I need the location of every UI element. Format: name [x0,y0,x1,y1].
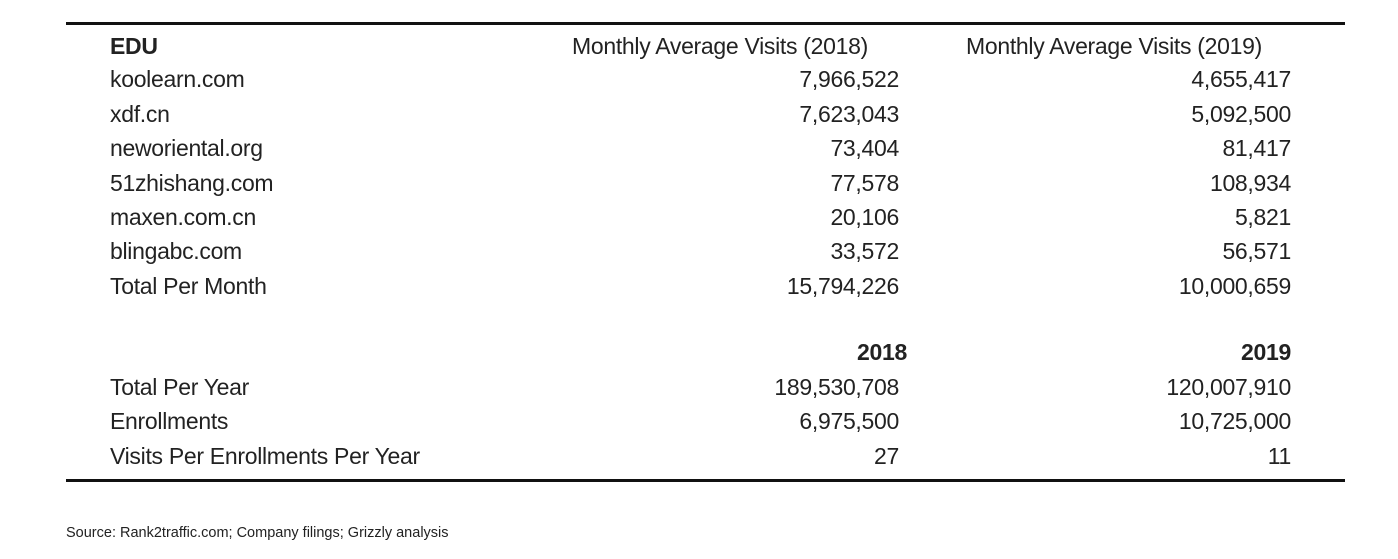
table-row: xdf.cn 7,623,043 5,092,500 [0,97,1398,131]
row-label: 51zhishang.com [110,170,274,196]
table-row: Total Per Month 15,794,226 10,000,659 [0,269,1398,303]
table-row: maxen.com.cn 20,106 5,821 [0,200,1398,234]
row-label: Total Per Month [110,273,267,299]
top-rule [66,22,1345,25]
value-2018: 73,404 [830,135,899,161]
value-2018: 15,794,226 [786,273,899,299]
table-row: blingabc.com 33,572 56,571 [0,234,1398,268]
header-2019: Monthly Average Visits (2019) [965,33,1262,59]
value-2019: 5,821 [1234,204,1291,230]
row-label: maxen.com.cn [110,204,256,230]
year-2018: 2018 [857,339,907,365]
value-2019: 81,417 [1222,135,1291,161]
value-2019: 108,934 [1209,170,1291,196]
summary-row: Total Per Year 189,530,708 120,007,910 [0,370,1398,404]
value-2019: 10,725,000 [1178,408,1291,434]
summary-row: Visits Per Enrollments Per Year 27 11 [0,439,1398,473]
header-edu: EDU [110,33,158,59]
value-2019: 120,007,910 [1166,374,1291,400]
table-row: 51zhishang.com 77,578 108,934 [0,166,1398,200]
row-label: Enrollments [110,408,229,434]
year-2019: 2019 [1241,339,1291,365]
value-2018: 189,530,708 [774,374,899,400]
value-2019: 56,571 [1222,238,1291,264]
value-2019: 4,655,417 [1191,66,1291,92]
value-2018: 7,623,043 [799,101,899,127]
table-header-row: EDU Monthly Average Visits (2018) Monthl… [0,29,1398,63]
value-2018: 27 [874,443,899,469]
value-2018: 33,572 [830,238,899,264]
source-note: Source: Rank2traffic.com; Company filing… [66,525,449,541]
value-2018: 20,106 [830,204,899,230]
value-2018: 77,578 [830,170,899,196]
row-label: xdf.cn [110,101,170,127]
row-label: koolearn.com [110,66,245,92]
value-2019: 5,092,500 [1191,101,1291,127]
table-row: neworiental.org 73,404 81,417 [0,131,1398,165]
row-label: blingabc.com [110,238,242,264]
value-2018: 7,966,522 [799,66,899,92]
value-2018: 6,975,500 [799,408,899,434]
table-row: koolearn.com 7,966,522 4,655,417 [0,62,1398,96]
bottom-rule [66,479,1345,482]
summary-row: Enrollments 6,975,500 10,725,000 [0,404,1398,438]
value-2019: 11 [1267,443,1292,469]
row-label: Total Per Year [110,374,250,400]
row-label: neworiental.org [110,135,263,161]
row-label: Visits Per Enrollments Per Year [110,443,420,469]
header-2018: Monthly Average Visits (2018) [571,33,868,59]
year-header-row: 2018 2019 [0,335,1398,369]
value-2019: 10,000,659 [1178,273,1291,299]
